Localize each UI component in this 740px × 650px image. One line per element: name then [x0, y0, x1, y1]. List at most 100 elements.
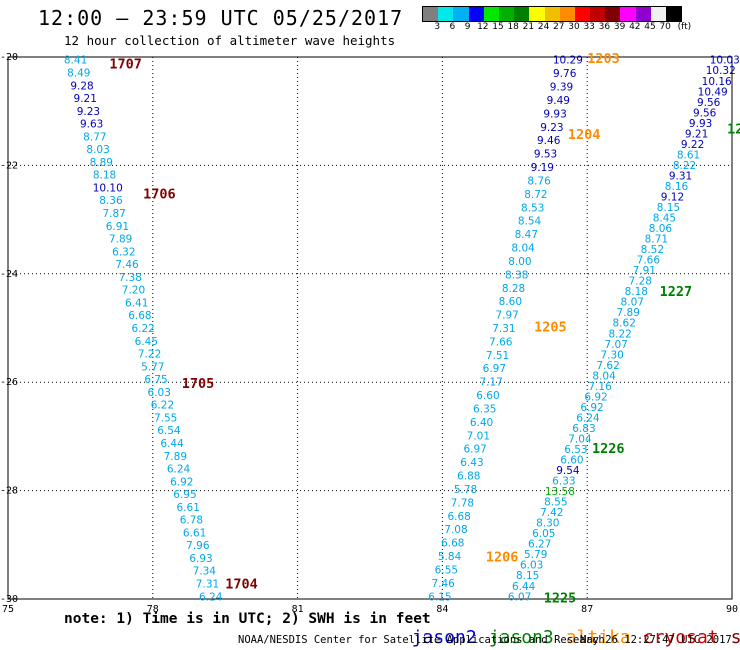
plot-frame — [7, 56, 733, 600]
wave-height-value: 6.88 — [457, 471, 480, 483]
wave-height-value: 10.49 — [698, 86, 728, 98]
wave-height-value: 5.78 — [454, 484, 477, 496]
colorbar-tick-label: 39 — [613, 22, 626, 32]
wave-height-value: 9.21 — [74, 93, 97, 105]
wave-height-value: 8.16 — [665, 181, 689, 193]
colorbar-tick-label: 33 — [583, 22, 595, 32]
wave-height-value: 8.15 — [657, 202, 680, 214]
wave-height-value: 7.96 — [186, 540, 210, 552]
wave-height-value: 7.34 — [193, 566, 217, 578]
longitude-tick-label: 75 — [2, 604, 14, 615]
wave-height-value: 8.03 — [86, 144, 109, 156]
wave-height-value: 6.68 — [447, 511, 470, 523]
pass-number-label: 1206 — [486, 550, 519, 566]
wave-height-value: 7.91 — [633, 265, 656, 277]
wave-height-value: 7.08 — [444, 524, 467, 536]
wave-height-value: 8.06 — [649, 223, 673, 235]
wave-height-value: 5.84 — [438, 551, 462, 563]
wave-height-value: 6.68 — [128, 310, 151, 322]
lat-lon-grid — [8, 57, 732, 599]
wave-height-value: 9.21 — [685, 128, 708, 140]
colorbar-swatch — [666, 7, 682, 21]
colorbar-tick-label: 45 — [644, 22, 656, 32]
pass-number-label: 1227 — [660, 284, 693, 300]
colorbar-swatch — [559, 7, 575, 21]
wave-height-value: 8.04 — [592, 370, 616, 382]
wave-height-value: 6.24 — [199, 591, 223, 603]
wave-height-value: 6.32 — [112, 246, 135, 258]
wave-height-value: 10.16 — [702, 76, 732, 88]
wave-height-value: 8.76 — [527, 175, 551, 187]
colorbar-swatch — [483, 7, 499, 21]
wave-height-value: 8.22 — [673, 160, 696, 172]
wave-height-value: 6.54 — [157, 425, 181, 437]
wave-height-value: 6.05 — [532, 528, 555, 540]
colorbar-tick-label: 3 — [434, 22, 441, 32]
colorbar-tick-label: 6 — [449, 22, 456, 32]
wave-height-value: 6.22 — [131, 323, 154, 335]
wave-height-value: 6.33 — [552, 476, 575, 488]
wave-height-value: 6.24 — [576, 412, 600, 424]
wave-height-value: 6.92 — [580, 402, 603, 414]
wave-height-value: 9.28 — [70, 80, 93, 92]
colorbar-tick-label: 18 — [507, 22, 519, 32]
wave-height-value: 7.16 — [588, 381, 612, 393]
longitude-tick-label: 87 — [581, 604, 593, 615]
wave-height-value: 8.45 — [653, 213, 676, 225]
wave-height-value: 7.46 — [431, 578, 455, 590]
wave-height-value: 8.55 — [544, 497, 567, 509]
wave-height-value: 6.44 — [160, 438, 184, 450]
colorbar-unit: (ft) — [677, 22, 692, 32]
wave-height-colorbar — [422, 6, 683, 22]
latitude-ticks: -20 -22 -24 -26 -28 -30 — [0, 52, 18, 605]
wave-height-value: 6.53 — [564, 444, 587, 456]
colorbar-swatch — [620, 7, 636, 21]
wave-height-value: 7.01 — [467, 430, 490, 442]
pass-number-label: 12 — [727, 121, 740, 137]
longitude-tick-label: 81 — [292, 604, 304, 615]
colorbar-swatch — [423, 7, 439, 21]
generation-timestamp: May 26 12:27:47 UTC 2017 — [580, 634, 732, 646]
wave-height-value: 6.45 — [135, 336, 158, 348]
wave-height-value: 9.23 — [540, 122, 563, 134]
wave-height-value: 7.22 — [138, 349, 161, 361]
wave-height-value: 9.19 — [531, 162, 554, 174]
wave-height-value: 9.39 — [550, 82, 573, 94]
wave-height-value: 10.03 — [710, 55, 740, 67]
wave-height-value: 8.07 — [621, 297, 644, 309]
colorbar-tick-label: 12 — [477, 22, 489, 32]
longitude-ticks: 75 78 81 84 87 90 — [2, 604, 738, 615]
wave-height-value: 9.49 — [547, 95, 570, 107]
wave-height-value: 6.91 — [106, 221, 129, 233]
wave-height-value: 8.54 — [518, 216, 542, 228]
longitude-tick-label: 84 — [436, 604, 448, 615]
colorbar-swatch — [453, 7, 469, 21]
wave-height-value: 6.15 — [428, 591, 451, 603]
wave-height-value: 9.63 — [80, 119, 103, 131]
legend-cryosat: cryosat — [642, 627, 719, 648]
colorbar-swatch — [650, 7, 666, 21]
wave-height-value: 8.36 — [99, 195, 123, 207]
wave-height-value: 7.51 — [486, 350, 509, 362]
legend-altika: altika — [565, 627, 631, 648]
wave-height-value: 6.95 — [173, 489, 196, 501]
wave-height-value: 6.92 — [584, 391, 607, 403]
wave-height-value: 7.62 — [596, 360, 619, 372]
wave-height-value: 8.71 — [645, 234, 668, 246]
colorbar-tick-label: 21 — [522, 22, 535, 32]
wave-height-value: 8.38 — [505, 269, 528, 281]
longitude-tick-label: 78 — [147, 604, 159, 615]
pass-number-label: 1225 — [544, 590, 577, 606]
wave-height-value: 7.28 — [629, 276, 652, 288]
pass-number-label: 1707 — [109, 56, 142, 72]
latitude-tick-label: -30 — [0, 594, 18, 605]
wave-height-value: 8.30 — [536, 518, 559, 530]
wave-height-value: 7.87 — [102, 208, 125, 220]
wave-height-value: 7.66 — [489, 336, 513, 348]
colorbar-swatch — [468, 7, 484, 21]
pass-number-label: 1226 — [592, 441, 625, 457]
wave-height-value: 7.97 — [495, 310, 518, 322]
wave-height-value: 8.18 — [625, 286, 648, 298]
colorbar-labels: 3 6 9 12 15 18 21 24 27 30 33 36 39 42 45 70 (ft) — [422, 22, 732, 34]
